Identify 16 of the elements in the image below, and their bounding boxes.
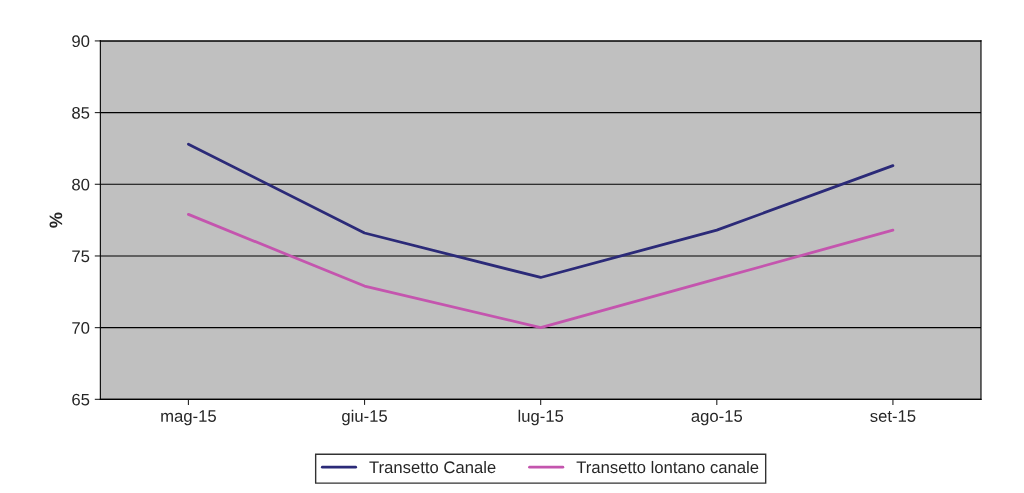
- line-series: [187, 142, 895, 279]
- x-tick-label: mag-15: [161, 410, 216, 426]
- y-tick-label: 90: [72, 35, 90, 48]
- legend-label: Transetto lontano canale: [576, 460, 759, 474]
- y-tick-label: 65: [72, 393, 90, 406]
- x-tick-label: set-15: [870, 410, 916, 422]
- y-axis-title: %: [49, 212, 63, 228]
- line-series: [187, 213, 895, 330]
- y-tick-label: 75: [72, 250, 90, 263]
- legend-label: Transetto Canale: [369, 460, 496, 474]
- y-tick-label: 80: [72, 178, 90, 191]
- y-tick-label: 85: [72, 107, 90, 119]
- x-tick-label: ago-15: [691, 410, 743, 426]
- x-tick-label: giu-15: [342, 409, 388, 426]
- y-tick-label: 70: [72, 322, 90, 334]
- x-tick-label: lug-15: [518, 409, 564, 426]
